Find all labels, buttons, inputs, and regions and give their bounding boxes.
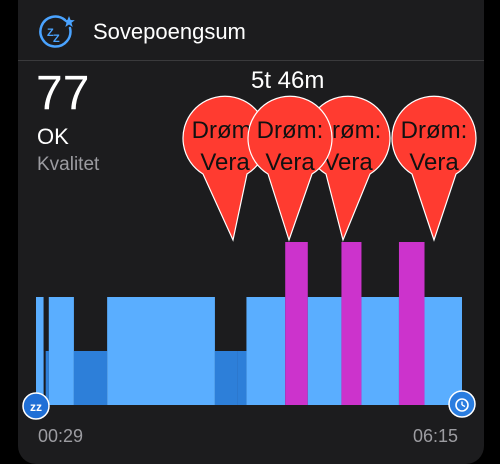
dream-marker-label: Drøm:	[401, 117, 468, 144]
header-divider	[18, 60, 484, 61]
dream-marker-label: Drøm:	[257, 117, 324, 144]
sleep-segment-light[interactable]	[48, 297, 74, 405]
dream-marker-name: Vera	[409, 149, 459, 176]
sleep-score-value: 77	[36, 67, 90, 120]
sleep-segment-rem[interactable]	[341, 242, 362, 405]
sleep-segment-light[interactable]	[361, 297, 399, 405]
segment-gap	[43, 297, 46, 405]
alarm-clock-icon	[455, 398, 469, 412]
sleep-segment-light[interactable]	[424, 297, 462, 405]
sleep-segment-light[interactable]	[107, 297, 215, 405]
dream-marker-pin[interactable]: Drøm: Vera	[247, 95, 333, 242]
dream-marker-name: Vera	[200, 149, 250, 176]
svg-text:Z: Z	[47, 27, 54, 39]
sleep-segment-deep[interactable]	[43, 351, 49, 405]
wake-alarm-badge[interactable]	[448, 390, 476, 418]
svg-text:Z: Z	[53, 33, 60, 45]
card-title: Sovepoengsum	[93, 19, 246, 44]
dream-marker-name: Vera	[323, 149, 373, 176]
dream-marker-name: Vera	[265, 149, 315, 176]
sleep-segment-deep[interactable]	[237, 351, 247, 405]
sleep-score-status: OK	[37, 124, 69, 149]
dream-marker-pin[interactable]: Drøm: Vera	[391, 95, 477, 242]
sleep-segment-light[interactable]	[36, 297, 44, 405]
sleep-stage-bars	[36, 242, 462, 405]
sleep-zz-icon: zz	[30, 400, 42, 414]
sleep-duration: 5t 46m	[251, 67, 325, 94]
sleep-segment-rem[interactable]	[398, 242, 425, 405]
sleep-segment-rem[interactable]	[285, 242, 308, 405]
sleep-segment-deep[interactable]	[73, 351, 108, 405]
timeline-end-time: 06:15	[413, 426, 459, 446]
sleep-segment-deep[interactable]	[214, 351, 238, 405]
start-sleep-badge[interactable]: zz	[22, 392, 50, 420]
sleep-segment-light[interactable]	[307, 297, 342, 405]
sleep-zz-star-icon: Z Z	[39, 15, 75, 48]
sleep-quality-label: Kvalitet	[37, 154, 100, 175]
timeline-start-time: 00:29	[38, 426, 84, 446]
dream-marker-label: Drøm:	[192, 117, 259, 144]
sleep-segment-light[interactable]	[246, 297, 286, 405]
